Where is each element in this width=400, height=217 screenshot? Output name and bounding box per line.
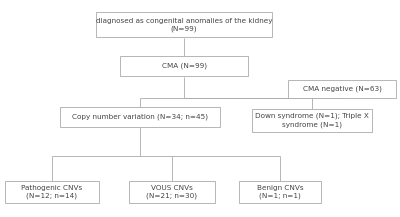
- Text: VOUS CNVs
(N=21; n=30): VOUS CNVs (N=21; n=30): [146, 185, 198, 199]
- FancyBboxPatch shape: [5, 181, 99, 204]
- FancyBboxPatch shape: [239, 181, 321, 204]
- FancyBboxPatch shape: [129, 181, 215, 204]
- FancyBboxPatch shape: [60, 107, 220, 127]
- Text: Down syndrome (N=1); Triple X
syndrome (N=1): Down syndrome (N=1); Triple X syndrome (…: [255, 113, 369, 128]
- Text: CMA (N=99): CMA (N=99): [162, 63, 206, 69]
- Text: diagnosed as congenital anomalies of the kidney
(N=99): diagnosed as congenital anomalies of the…: [96, 18, 272, 32]
- Text: Pathogenic CNVs
(N=12; n=14): Pathogenic CNVs (N=12; n=14): [21, 185, 83, 199]
- FancyBboxPatch shape: [288, 80, 396, 98]
- FancyBboxPatch shape: [252, 109, 372, 132]
- Text: Copy number variation (N=34; n=45): Copy number variation (N=34; n=45): [72, 114, 208, 120]
- Text: Benign CNVs
(N=1; n=1): Benign CNVs (N=1; n=1): [257, 185, 303, 199]
- Text: CMA negative (N=63): CMA negative (N=63): [302, 86, 382, 92]
- FancyBboxPatch shape: [120, 56, 248, 77]
- FancyBboxPatch shape: [96, 12, 272, 37]
